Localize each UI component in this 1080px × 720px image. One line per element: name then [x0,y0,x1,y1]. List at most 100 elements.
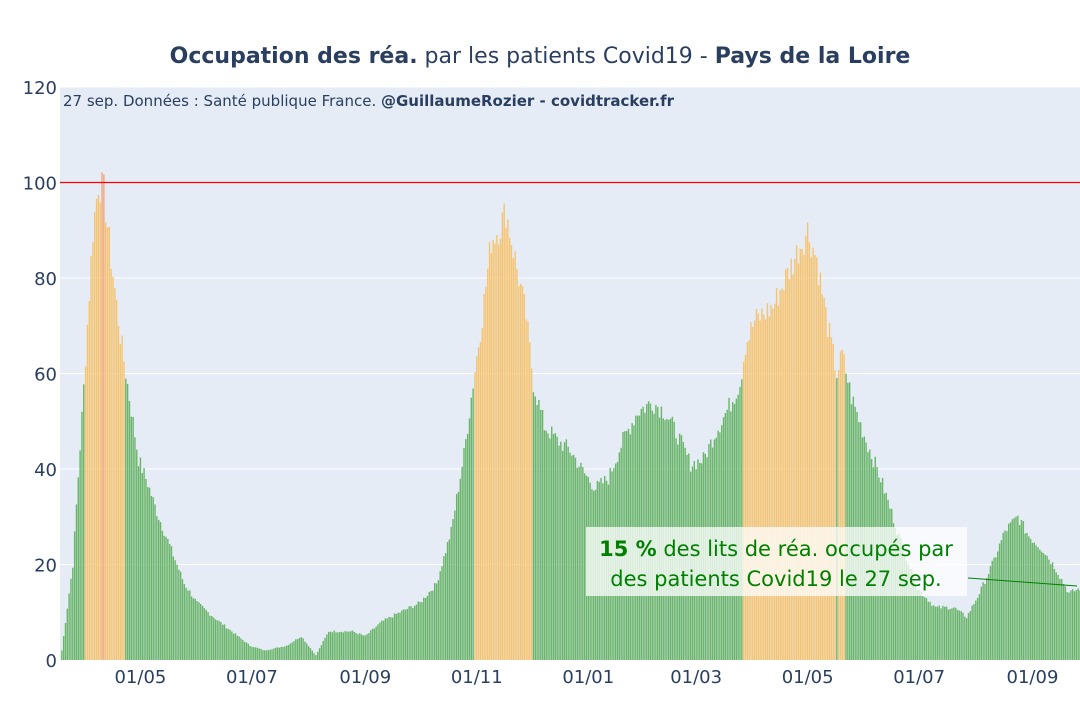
bar [1071,589,1074,660]
bar [428,591,430,660]
bar [944,606,946,660]
bar [556,436,558,660]
bar [823,297,825,660]
bar [437,580,440,660]
y-tick-label: 60 [34,365,57,386]
bar [247,643,249,660]
bar [755,308,758,660]
bar [101,172,103,660]
bar [571,455,573,660]
annotation-line-2: des patients Covid19 le 27 sep. [610,567,941,591]
source-prefix: 27 sep. Données : Santé publique France. [63,92,381,110]
bar [324,637,326,660]
bar [384,618,387,660]
bar [514,251,516,660]
bar [567,446,569,660]
bar [465,439,467,660]
bar [189,590,191,660]
bar [830,337,833,660]
bar [463,448,465,660]
bar [527,321,529,660]
bar [1042,553,1045,660]
bar [763,314,765,660]
bar [285,645,288,660]
bar [218,620,220,660]
bar [430,591,432,660]
bar [975,600,977,660]
bar [179,571,182,660]
bar [148,487,151,660]
bar [64,622,67,660]
bar [62,636,65,660]
bar [739,386,741,660]
bar [158,519,160,660]
bar [289,643,292,660]
bar [90,256,92,660]
bar [264,650,266,660]
bar [293,641,295,660]
bar [1053,568,1056,660]
bar [176,564,178,660]
bar [320,645,323,660]
bar [779,290,781,660]
bar [825,307,827,660]
bar [536,405,538,660]
bar [476,356,478,660]
bar [260,648,262,660]
bar [954,607,957,660]
bar [982,582,984,660]
bar [265,650,268,660]
bar [388,616,390,660]
bar [108,226,111,660]
bar [459,478,462,660]
bar [432,590,434,660]
bar [505,228,507,660]
bar [788,279,791,660]
bar [529,342,531,660]
bar [410,606,412,660]
bar [795,245,798,660]
bar [490,253,493,660]
x-tick-label: 01/09 [1007,667,1059,688]
bar [1068,592,1070,660]
bar [254,647,257,660]
bar [315,655,317,660]
bar [185,587,187,660]
bar [953,607,955,660]
bar [898,533,900,660]
bar [768,316,770,660]
bar [472,388,474,660]
bar [276,647,279,660]
bar [806,222,809,660]
bar [123,361,125,660]
bar [971,605,973,660]
bar [170,546,173,660]
bar [572,454,575,660]
bar [95,198,98,660]
bar [309,648,312,660]
bar [77,477,79,660]
bar [1046,555,1048,660]
bar [229,629,231,660]
bar [415,604,418,660]
bar [287,645,290,660]
bar [997,551,999,660]
bar [421,602,423,660]
bar [479,342,482,660]
bar [814,255,816,660]
bar [147,487,149,660]
bar [150,496,153,660]
bar [256,647,259,660]
bar [993,557,995,660]
bar [532,392,535,660]
bar [397,612,399,660]
bar [399,612,401,660]
bar [978,594,981,660]
bar [225,628,228,660]
bar [477,347,480,660]
bar [291,642,293,660]
bar [413,605,416,660]
bar [821,294,823,660]
bar [280,646,282,660]
bar [816,257,818,660]
